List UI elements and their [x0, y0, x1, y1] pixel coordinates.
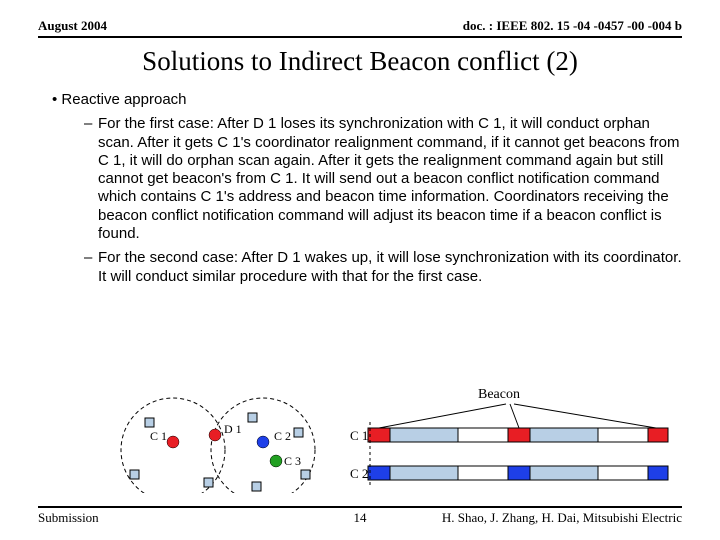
slide-title: Solutions to Indirect Beacon conflict (2…	[38, 46, 682, 77]
timeline-c1	[368, 428, 668, 442]
slide-body: Reactive approach – For the first case: …	[38, 91, 682, 286]
timeline-block	[390, 466, 458, 480]
diagram-area: C 1 D 1 C 2 C 3 C 1 C 2 Beacon	[38, 378, 682, 493]
timeline-block	[530, 428, 598, 442]
slide: August 2004 doc. : IEEE 802. 15 -04 -045…	[0, 0, 720, 540]
coordinator-dot	[257, 436, 269, 448]
device-box	[204, 478, 213, 487]
timeline-block	[368, 428, 390, 442]
header-left: August 2004	[38, 18, 107, 34]
coordinator-dot	[270, 455, 282, 467]
timeline-label-c1: C 1	[350, 428, 368, 443]
bullet-level2-b-text: For the second case: After D 1 wakes up,…	[98, 249, 682, 284]
header-right: doc. : IEEE 802. 15 -04 -0457 -00 -004 b	[463, 18, 682, 34]
timeline-block	[368, 466, 390, 480]
beacon-leader-line	[510, 404, 519, 428]
coordinator-nodes: C 1 D 1 C 2 C 3	[150, 422, 301, 468]
footer-center: 14	[38, 510, 682, 526]
timeline-block	[508, 466, 530, 480]
coordinator-dot	[167, 436, 179, 448]
coordinator-label: C 2	[274, 429, 291, 443]
bullet-level2-a: – For the first case: After D 1 loses it…	[98, 115, 682, 243]
device-boxes	[130, 413, 310, 491]
timeline-c2	[368, 466, 668, 480]
device-box	[252, 482, 261, 491]
diagram-svg: C 1 D 1 C 2 C 3 C 1 C 2 Beacon	[38, 378, 682, 493]
coordinator-label: C 3	[284, 454, 301, 468]
timeline-block	[530, 466, 598, 480]
timeline-block	[508, 428, 530, 442]
timeline-block	[648, 428, 668, 442]
beacon-label: Beacon	[478, 387, 520, 402]
bullet-level2-b: – For the second case: After D 1 wakes u…	[98, 249, 682, 286]
coordinator-dot	[209, 429, 221, 441]
beacon-leader-line	[379, 404, 506, 428]
timeline-block	[648, 466, 668, 480]
device-box	[248, 413, 257, 422]
device-box	[301, 470, 310, 479]
timeline-label-c2: C 2	[350, 466, 368, 481]
device-box	[130, 470, 139, 479]
slide-header: August 2004 doc. : IEEE 802. 15 -04 -045…	[38, 18, 682, 38]
beacon-leader-line	[514, 404, 656, 428]
device-box	[294, 428, 303, 437]
device-box	[145, 418, 154, 427]
bullet-level2-a-text: For the first case: After D 1 loses its …	[98, 115, 679, 242]
beacon-leader-lines	[379, 404, 656, 428]
coordinator-label: C 1	[150, 429, 167, 443]
slide-footer: Submission 14 H. Shao, J. Zhang, H. Dai,…	[38, 506, 682, 526]
coordinator-label: D 1	[224, 422, 242, 436]
bullet-level1: Reactive approach	[52, 91, 682, 109]
timeline-block	[390, 428, 458, 442]
